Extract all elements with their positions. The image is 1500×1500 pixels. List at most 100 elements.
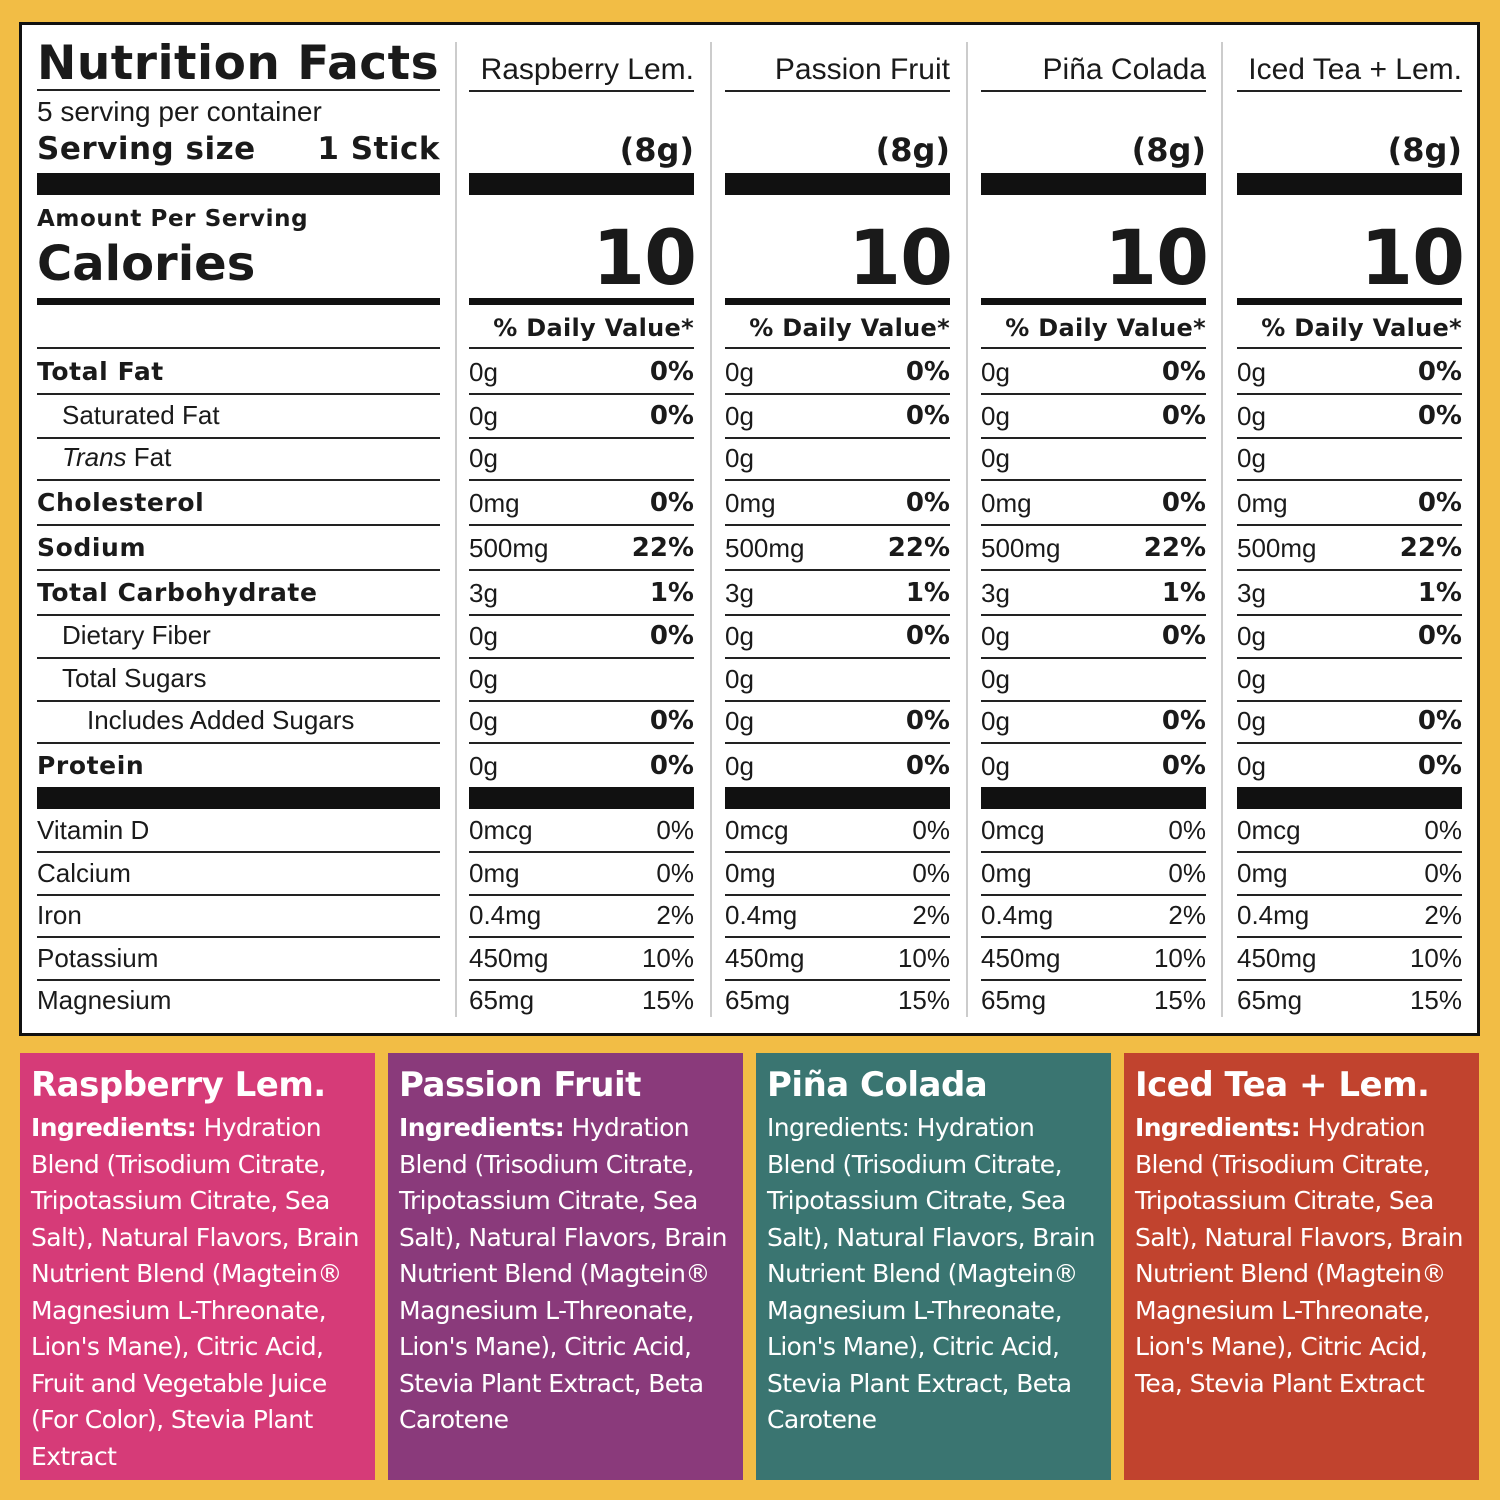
- amount: 0g: [981, 664, 1010, 695]
- ingredients-label: Ingredients:: [399, 1113, 565, 1142]
- daily-value: 0%: [649, 621, 694, 652]
- bar: [469, 787, 694, 809]
- rule: [1237, 657, 1462, 659]
- rule: [725, 894, 950, 896]
- amount: 0g: [1237, 401, 1266, 432]
- servings: 5 serving per container: [37, 96, 322, 128]
- amount: 500mg: [469, 533, 549, 564]
- rule: [1237, 393, 1462, 395]
- rule: [37, 569, 440, 571]
- card-title: Iced Tea + Lem.: [1135, 1065, 1430, 1105]
- mineral-daily-value: 0%: [1424, 815, 1462, 846]
- rule: [725, 393, 950, 395]
- daily-value-header: % Daily Value*: [493, 313, 694, 342]
- mineral-daily-value: 10%: [897, 943, 950, 974]
- amount: 0g: [1237, 706, 1266, 737]
- amount: 3g: [725, 578, 754, 609]
- mineral-amount: 450mg: [981, 943, 1061, 974]
- nutrient-name: Fat: [126, 442, 172, 473]
- daily-value: 0%: [1161, 488, 1206, 519]
- mineral-amount: 65mg: [1237, 985, 1303, 1016]
- rule: [1237, 90, 1462, 92]
- calories: 10: [848, 213, 953, 303]
- rule: [37, 657, 440, 659]
- daily-value: 22%: [887, 533, 950, 564]
- nutrient-name: Cholesterol: [37, 488, 205, 517]
- mineral-amount: 0.4mg: [1237, 900, 1310, 931]
- mineral-daily-value: 0%: [912, 815, 950, 846]
- amount: 0g: [725, 706, 754, 737]
- amount: 0g: [725, 751, 754, 782]
- rule: [1237, 614, 1462, 616]
- rule: [981, 524, 1206, 526]
- ingredients-label: Ingredients:: [31, 1113, 197, 1142]
- rule: [469, 979, 694, 981]
- bar: [981, 298, 1206, 305]
- rule: [981, 569, 1206, 571]
- rule: [37, 851, 440, 853]
- rule: [1237, 524, 1462, 526]
- daily-value: 22%: [1143, 533, 1206, 564]
- rule: [469, 437, 694, 439]
- ingredients: Hydration Blend (Trisodium Citrate, Trip…: [767, 1113, 1095, 1434]
- card-title: Piña Colada: [767, 1065, 988, 1105]
- amount: 0mg: [1237, 488, 1288, 519]
- rule: [1237, 894, 1462, 896]
- mineral-daily-value: 15%: [897, 985, 950, 1016]
- amount: 0g: [981, 357, 1010, 388]
- flavor-name: Piña Colada: [1042, 53, 1206, 86]
- nutrient-name: Saturated Fat: [62, 400, 220, 431]
- daily-value: 0%: [1161, 706, 1206, 737]
- daily-value: 0%: [1161, 751, 1206, 782]
- amount: 0g: [1237, 751, 1266, 782]
- amount: 0g: [469, 357, 498, 388]
- rule: [469, 700, 694, 702]
- amount: 0g: [469, 706, 498, 737]
- rule: [725, 569, 950, 571]
- bar: [1237, 173, 1462, 195]
- amount: 500mg: [1237, 533, 1317, 564]
- daily-value: 0%: [1417, 401, 1462, 432]
- mineral-daily-value: 10%: [641, 943, 694, 974]
- nutrient-name: Trans Fat: [62, 442, 171, 473]
- rule: [981, 700, 1206, 702]
- rule: [1237, 700, 1462, 702]
- mineral-amount: 450mg: [725, 943, 805, 974]
- calories-label: Calories: [37, 236, 256, 293]
- rule: [725, 347, 950, 349]
- mineral-daily-value: 0%: [656, 815, 694, 846]
- rule: [725, 614, 950, 616]
- bar: [981, 787, 1206, 809]
- amount: 0g: [1237, 357, 1266, 388]
- rule: [469, 393, 694, 395]
- card-title: Raspberry Lem.: [31, 1065, 326, 1105]
- rule: [725, 936, 950, 938]
- mineral-amount: 0.4mg: [469, 900, 542, 931]
- ingredients: Hydration Blend (Trisodium Citrate, Trip…: [1135, 1113, 1463, 1398]
- daily-value: 0%: [1417, 751, 1462, 782]
- daily-value: 0%: [905, 488, 950, 519]
- bar: [1237, 787, 1462, 809]
- amount: 3g: [469, 578, 498, 609]
- rule: [981, 437, 1206, 439]
- mineral-amount: 450mg: [1237, 943, 1317, 974]
- rule: [37, 524, 440, 526]
- mineral-name: Vitamin D: [37, 815, 150, 846]
- amount: 0mg: [469, 488, 520, 519]
- amount: 0g: [981, 706, 1010, 737]
- daily-value: 0%: [905, 401, 950, 432]
- rule: [981, 657, 1206, 659]
- rule: [37, 347, 440, 349]
- amount: 0mg: [725, 488, 776, 519]
- daily-value: 0%: [905, 357, 950, 388]
- daily-value-header: % Daily Value*: [1005, 313, 1206, 342]
- amount: 0g: [981, 621, 1010, 652]
- amount: 0g: [469, 751, 498, 782]
- amount: 0g: [725, 401, 754, 432]
- rule: [725, 851, 950, 853]
- daily-value: 0%: [1161, 357, 1206, 388]
- daily-value: 0%: [649, 706, 694, 737]
- daily-value: 0%: [1161, 621, 1206, 652]
- rule: [725, 524, 950, 526]
- mineral-amount: 0mg: [1237, 858, 1288, 889]
